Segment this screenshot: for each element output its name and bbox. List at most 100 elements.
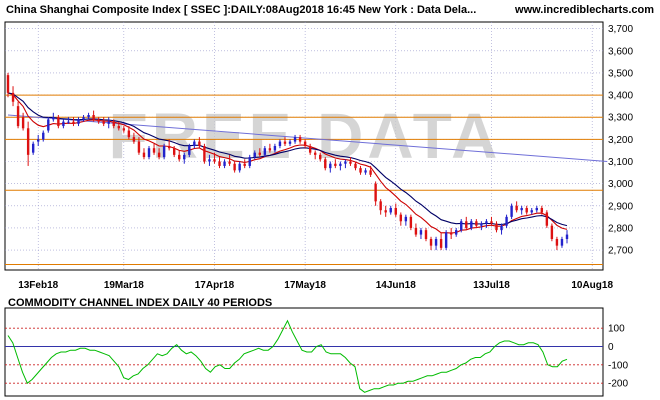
cci-panel: COMMODITY CHANNEL INDEX DAILY 40 PERIODS… xyxy=(4,297,628,397)
candle-body xyxy=(87,115,90,118)
candle-body xyxy=(465,221,468,228)
candlestick xyxy=(248,154,251,169)
candle-body xyxy=(455,230,458,235)
candle-body xyxy=(127,130,131,138)
candle-body xyxy=(480,223,483,226)
candle-body xyxy=(359,168,362,173)
chart-title: China Shanghai Composite Index [ SSEC ]:… xyxy=(6,4,476,16)
candlestick xyxy=(31,141,35,155)
candle-body xyxy=(97,119,100,122)
candlestick xyxy=(475,219,478,228)
candle-body xyxy=(31,143,35,153)
candlestick xyxy=(429,236,433,251)
candlestick xyxy=(152,143,156,155)
candle-body xyxy=(414,227,418,235)
candlestick xyxy=(449,227,453,239)
date-tick-label: 13Jul18 xyxy=(473,280,510,291)
candlestick xyxy=(233,161,236,173)
candle-body xyxy=(379,201,382,211)
date-axis-labels: 13Feb18 19Mar18 17Apr18 17May18 14Jun18 13Jul… xyxy=(18,280,613,291)
candlestick xyxy=(42,130,45,142)
candle-body xyxy=(107,121,110,124)
candlestick xyxy=(147,146,151,160)
candle-body xyxy=(57,117,60,127)
date-tick-label: 10Aug18 xyxy=(571,280,613,291)
candlestick xyxy=(500,223,503,235)
candlestick xyxy=(6,72,10,98)
candlestick xyxy=(319,152,322,162)
date-tick-label: 14Jun18 xyxy=(376,280,416,291)
candle-body xyxy=(278,141,282,146)
cci-tick-label: -200 xyxy=(608,379,628,390)
candle-body xyxy=(535,208,538,211)
candlestick xyxy=(238,161,241,173)
candlestick xyxy=(188,143,191,158)
candlestick xyxy=(218,157,221,169)
candle-body xyxy=(263,148,267,155)
candle-body xyxy=(500,225,503,231)
candlestick xyxy=(77,117,80,127)
date-tick-label: 19Mar18 xyxy=(104,280,144,291)
candlestick xyxy=(313,150,317,160)
candlestick xyxy=(364,168,367,175)
candle-body xyxy=(92,115,95,120)
candle-body xyxy=(419,230,423,235)
candle-body xyxy=(520,208,523,211)
candle-body xyxy=(303,141,307,146)
candlestick xyxy=(389,205,392,215)
candle-body xyxy=(213,159,216,162)
candlestick xyxy=(16,101,20,129)
candlestick xyxy=(67,117,70,124)
site-label: www.incrediblecharts.com xyxy=(514,4,654,16)
candle-body xyxy=(313,152,317,155)
cci-line xyxy=(7,319,568,393)
candle-body xyxy=(344,161,347,164)
cci-tick-label: 100 xyxy=(608,324,625,335)
candlestick xyxy=(334,159,337,169)
candlestick xyxy=(324,157,327,171)
candlestick xyxy=(87,112,90,120)
candlestick xyxy=(268,143,272,153)
candlestick xyxy=(384,205,387,217)
candlestick xyxy=(439,232,443,251)
candle-body xyxy=(142,152,146,158)
candlestick xyxy=(198,137,201,149)
candle-body xyxy=(183,154,186,160)
candlestick xyxy=(21,112,25,131)
price-panel: FREE DATA 2,700 2,800 2,900 3,000 3,100 3,200… xyxy=(4,21,633,396)
candlestick xyxy=(57,115,60,129)
candlestick xyxy=(228,154,231,166)
price-tick-label: 2,900 xyxy=(608,201,633,212)
candlesticks xyxy=(6,72,569,251)
price-tick-label: 3,200 xyxy=(608,135,633,146)
candlestick xyxy=(127,126,131,140)
candlestick xyxy=(107,117,110,129)
ema-fast-line xyxy=(7,92,568,234)
candle-body xyxy=(409,216,413,228)
candle-body xyxy=(172,148,176,155)
candle-body xyxy=(530,210,533,213)
price-tick-label: 3,600 xyxy=(608,46,633,57)
candlestick xyxy=(157,148,161,160)
candlestick xyxy=(183,152,186,164)
candle-body xyxy=(16,106,20,127)
candle-body xyxy=(389,208,392,213)
candlestick xyxy=(490,216,493,226)
candle-body xyxy=(233,163,236,171)
candle-body xyxy=(6,75,10,93)
candlestick xyxy=(37,134,40,146)
candlestick xyxy=(379,199,382,215)
price-tick-label: 3,100 xyxy=(608,157,633,168)
candle-body xyxy=(525,208,528,213)
candle-body xyxy=(77,119,80,124)
candle-body xyxy=(203,146,206,162)
candlestick xyxy=(329,161,332,173)
candle-body xyxy=(52,117,55,120)
candlestick xyxy=(142,148,146,160)
candlestick xyxy=(137,137,141,155)
candlestick xyxy=(132,132,136,144)
candle-body xyxy=(485,221,488,224)
date-tick-label: 17May18 xyxy=(284,280,326,291)
candlestick xyxy=(167,139,171,151)
candle-body xyxy=(157,152,161,158)
